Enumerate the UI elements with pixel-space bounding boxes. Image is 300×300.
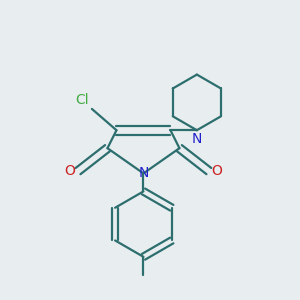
Text: N: N — [192, 132, 202, 146]
Text: O: O — [64, 164, 75, 178]
Text: N: N — [138, 167, 148, 180]
Text: O: O — [212, 164, 222, 178]
Text: Cl: Cl — [75, 93, 89, 107]
